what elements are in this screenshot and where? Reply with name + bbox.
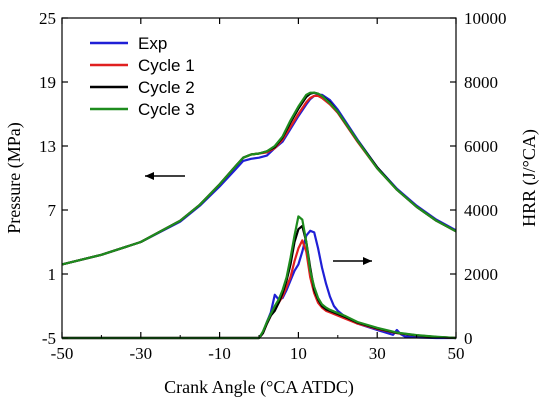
right-arrow-head: [363, 257, 372, 265]
x-tick-label: 30: [369, 344, 386, 363]
left-y-tick-label: -5: [42, 329, 56, 348]
hrr-line-cycle-1: [62, 239, 457, 340]
x-axis-title: Crank Angle (°CA ATDC): [164, 377, 354, 398]
left-y-tick-label: 19: [39, 73, 56, 92]
tick-labels: -50 -30 -10 10 30 50 -5 1 7 13 19 25 0 2000 4000 6000 80…: [39, 9, 507, 363]
pressure-line-cycle-1: [61, 94, 457, 266]
left-y-tick-label: 13: [39, 137, 56, 156]
left-axis-title: Pressure (MPa): [4, 122, 25, 233]
x-tick-label: -50: [51, 344, 74, 363]
left-y-tick-label: 25: [39, 9, 56, 28]
pressure-line-cycle-2: [61, 91, 457, 266]
x-tick-label: 50: [448, 344, 465, 363]
legend-label-cycle-2: Cycle 2: [138, 78, 195, 97]
left-y-tick-label: 1: [48, 265, 57, 284]
legend-label-cycle-3: Cycle 3: [138, 100, 195, 119]
x-tick-label: -10: [208, 344, 231, 363]
left-arrow-head: [145, 172, 154, 180]
right-y-tick-label: 10000: [464, 9, 507, 28]
x-tick-label: -30: [129, 344, 152, 363]
hrr-line-exp: [62, 229, 456, 340]
pressure-line-exp: [61, 93, 457, 266]
legend-label-cycle-1: Cycle 1: [138, 56, 195, 75]
right-y-tick-label: 8000: [464, 73, 498, 92]
legend: Exp Cycle 1 Cycle 2 Cycle 3: [90, 34, 195, 119]
right-y-tick-label: 4000: [464, 201, 498, 220]
left-y-tick-label: 7: [48, 201, 57, 220]
x-tick-label: 10: [290, 344, 307, 363]
right-axis-title: HRR (J/°CA): [519, 129, 540, 227]
hrr-line-cycle-2: [62, 224, 457, 340]
ticks: [61, 17, 457, 339]
right-y-tick-label: 6000: [464, 137, 498, 156]
right-y-tick-label: 2000: [464, 265, 498, 284]
hrr-line-cycle-3: [62, 215, 457, 340]
legend-label-exp: Exp: [138, 34, 167, 53]
right-y-tick-label: 0: [464, 329, 473, 348]
plot-lines: [61, 91, 457, 340]
pressure-line-cycle-3: [61, 91, 457, 266]
arrows: [145, 172, 372, 265]
